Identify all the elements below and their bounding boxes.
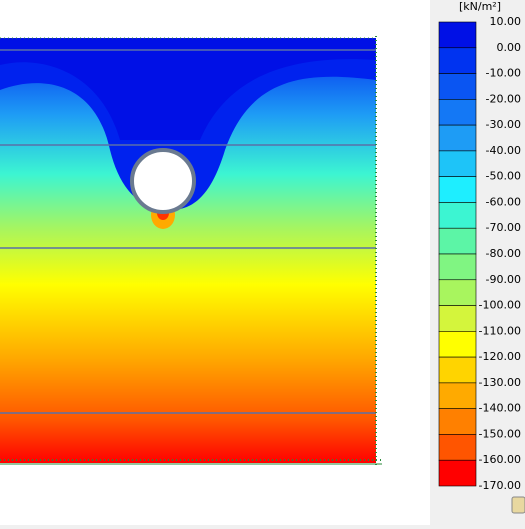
lock-icon[interactable] <box>511 496 525 514</box>
legend-swatch <box>438 305 477 332</box>
legend-swatch <box>438 227 477 255</box>
legend-label: 0.00 <box>497 41 522 54</box>
legend-swatch <box>438 356 477 384</box>
legend-swatch <box>438 331 477 358</box>
legend-label: 10.00 <box>490 15 522 28</box>
legend-swatch <box>438 176 477 203</box>
tunnel <box>130 148 196 214</box>
legend-swatch <box>438 279 477 306</box>
legend-label: -110.00 <box>479 324 521 337</box>
legend-label: -160.00 <box>479 453 521 466</box>
legend-label: -80.00 <box>486 247 521 260</box>
legend-label: -40.00 <box>486 144 521 157</box>
legend-label: -170.00 <box>479 479 521 492</box>
legend-label: -60.00 <box>486 195 521 208</box>
legend-swatch <box>438 408 477 435</box>
low-stress-zone <box>0 38 376 140</box>
legend-label: -10.00 <box>486 67 521 80</box>
legend-label: -70.00 <box>486 221 521 234</box>
legend-label: -20.00 <box>486 92 521 105</box>
legend-label: -30.00 <box>486 118 521 131</box>
legend-label: -130.00 <box>479 376 521 389</box>
legend-swatch <box>438 202 477 229</box>
legend-swatch <box>438 459 477 487</box>
legend-swatch <box>438 253 477 281</box>
legend-swatch <box>438 434 477 461</box>
legend-label: -140.00 <box>479 402 521 415</box>
legend-label: -120.00 <box>479 350 521 363</box>
legend-swatch <box>438 47 477 74</box>
legend-swatch <box>438 99 477 126</box>
legend: 10.00 0.00 -10.00 -20.00 -30.00 -40.00 -50.00 -… <box>438 15 522 492</box>
legend-swatch <box>438 382 477 409</box>
legend-label: -50.00 <box>486 170 521 183</box>
legend-swatch <box>438 124 477 152</box>
legend-swatch <box>438 150 477 177</box>
legend-swatch <box>438 73 477 100</box>
legend-label: -150.00 <box>479 427 521 440</box>
legend-label: -100.00 <box>479 299 521 312</box>
layer-lines <box>0 49 376 414</box>
legend-unit: [kN/m²] <box>459 0 501 13</box>
legend-label: -90.00 <box>486 273 521 286</box>
legend-swatch <box>438 21 477 49</box>
